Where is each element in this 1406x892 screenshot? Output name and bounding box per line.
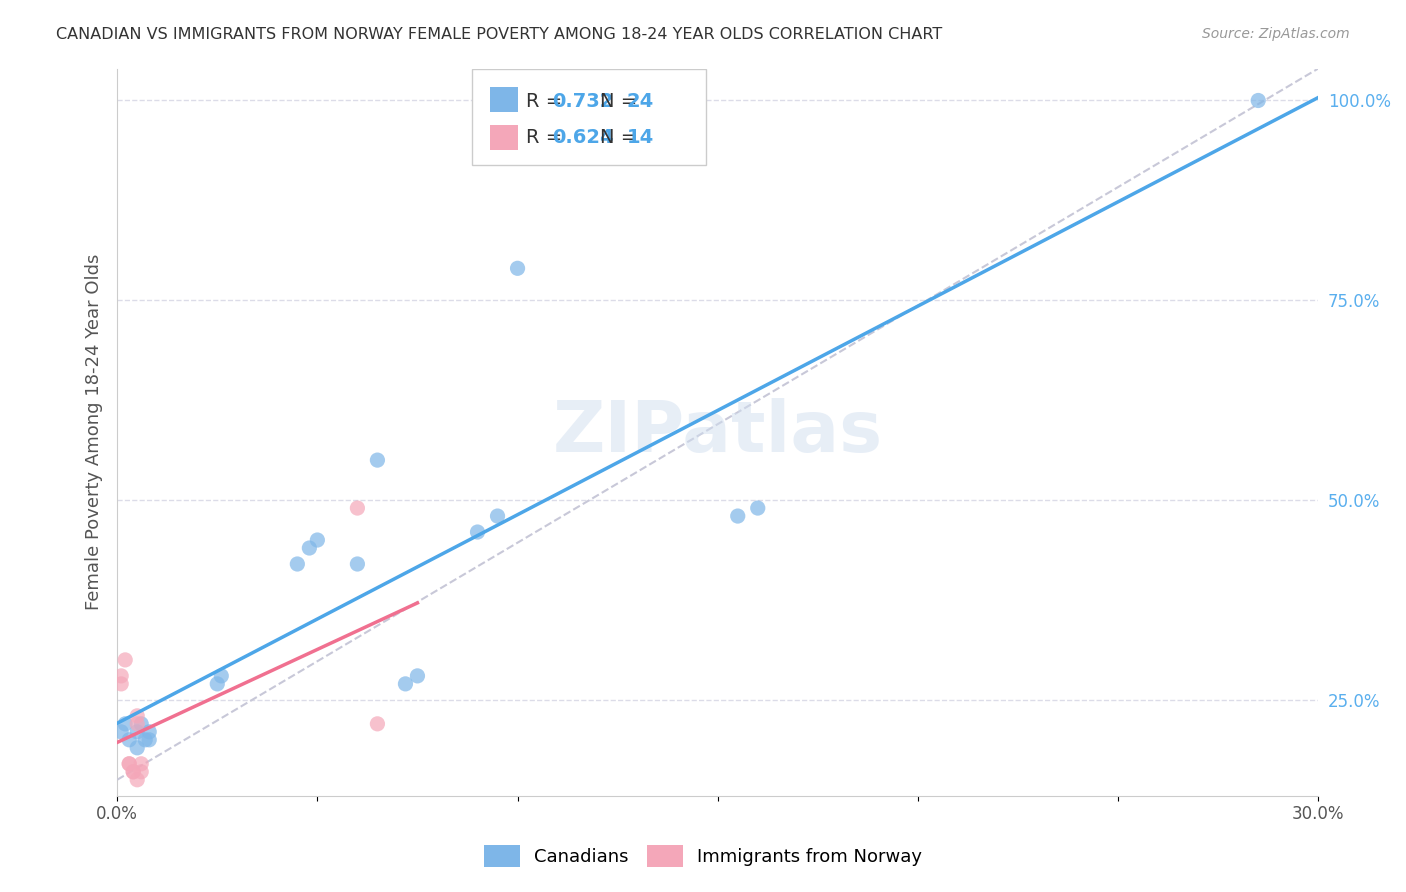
Point (285, 557, 308, 571)
Point (129, 756, 152, 771)
Text: 24: 24 (627, 92, 654, 111)
Point (298, 541, 321, 555)
Point (138, 724, 160, 739)
Point (209, 669, 232, 683)
Text: 14: 14 (627, 128, 654, 147)
Text: 0.732: 0.732 (553, 92, 613, 111)
Text: R =: R = (526, 92, 568, 111)
Point (134, 732, 156, 747)
Point (110, 677, 132, 691)
Text: N =: N = (600, 128, 644, 147)
Point (406, 669, 429, 683)
Point (129, 764, 152, 779)
Text: N =: N = (600, 92, 644, 111)
Point (747, 501, 769, 516)
Point (506, 261, 529, 276)
Point (114, 653, 136, 667)
Point (122, 764, 145, 779)
Point (127, 724, 149, 739)
Point (118, 756, 141, 771)
Text: R =: R = (526, 128, 568, 147)
Point (467, 524, 489, 539)
Point (118, 732, 141, 747)
Y-axis label: Female Poverty Among 18-24 Year Olds: Female Poverty Among 18-24 Year Olds (86, 254, 103, 610)
FancyBboxPatch shape (489, 87, 519, 112)
Legend: Canadians, Immigrants from Norway: Canadians, Immigrants from Norway (477, 838, 929, 874)
Text: 0.624: 0.624 (553, 128, 613, 147)
Text: Source: ZipAtlas.com: Source: ZipAtlas.com (1202, 27, 1350, 41)
FancyBboxPatch shape (471, 69, 706, 164)
Point (127, 772, 149, 787)
Point (127, 740, 149, 755)
Point (122, 764, 145, 779)
Point (346, 501, 368, 516)
Point (127, 716, 149, 731)
Point (138, 732, 160, 747)
Text: ZIPatlas: ZIPatlas (553, 398, 883, 467)
Point (129, 716, 152, 731)
Point (727, 509, 749, 524)
Point (307, 533, 329, 547)
FancyBboxPatch shape (489, 125, 519, 150)
Point (118, 756, 141, 771)
Text: CANADIAN VS IMMIGRANTS FROM NORWAY FEMALE POVERTY AMONG 18-24 YEAR OLDS CORRELAT: CANADIAN VS IMMIGRANTS FROM NORWAY FEMAL… (56, 27, 942, 42)
Point (127, 709, 149, 723)
Point (207, 677, 229, 691)
Point (114, 716, 136, 731)
Point (110, 724, 132, 739)
Point (366, 716, 388, 731)
Point (110, 669, 132, 683)
Point (486, 509, 509, 524)
Point (1247, 94, 1270, 108)
Point (366, 453, 388, 467)
Point (346, 557, 368, 571)
Point (394, 677, 416, 691)
